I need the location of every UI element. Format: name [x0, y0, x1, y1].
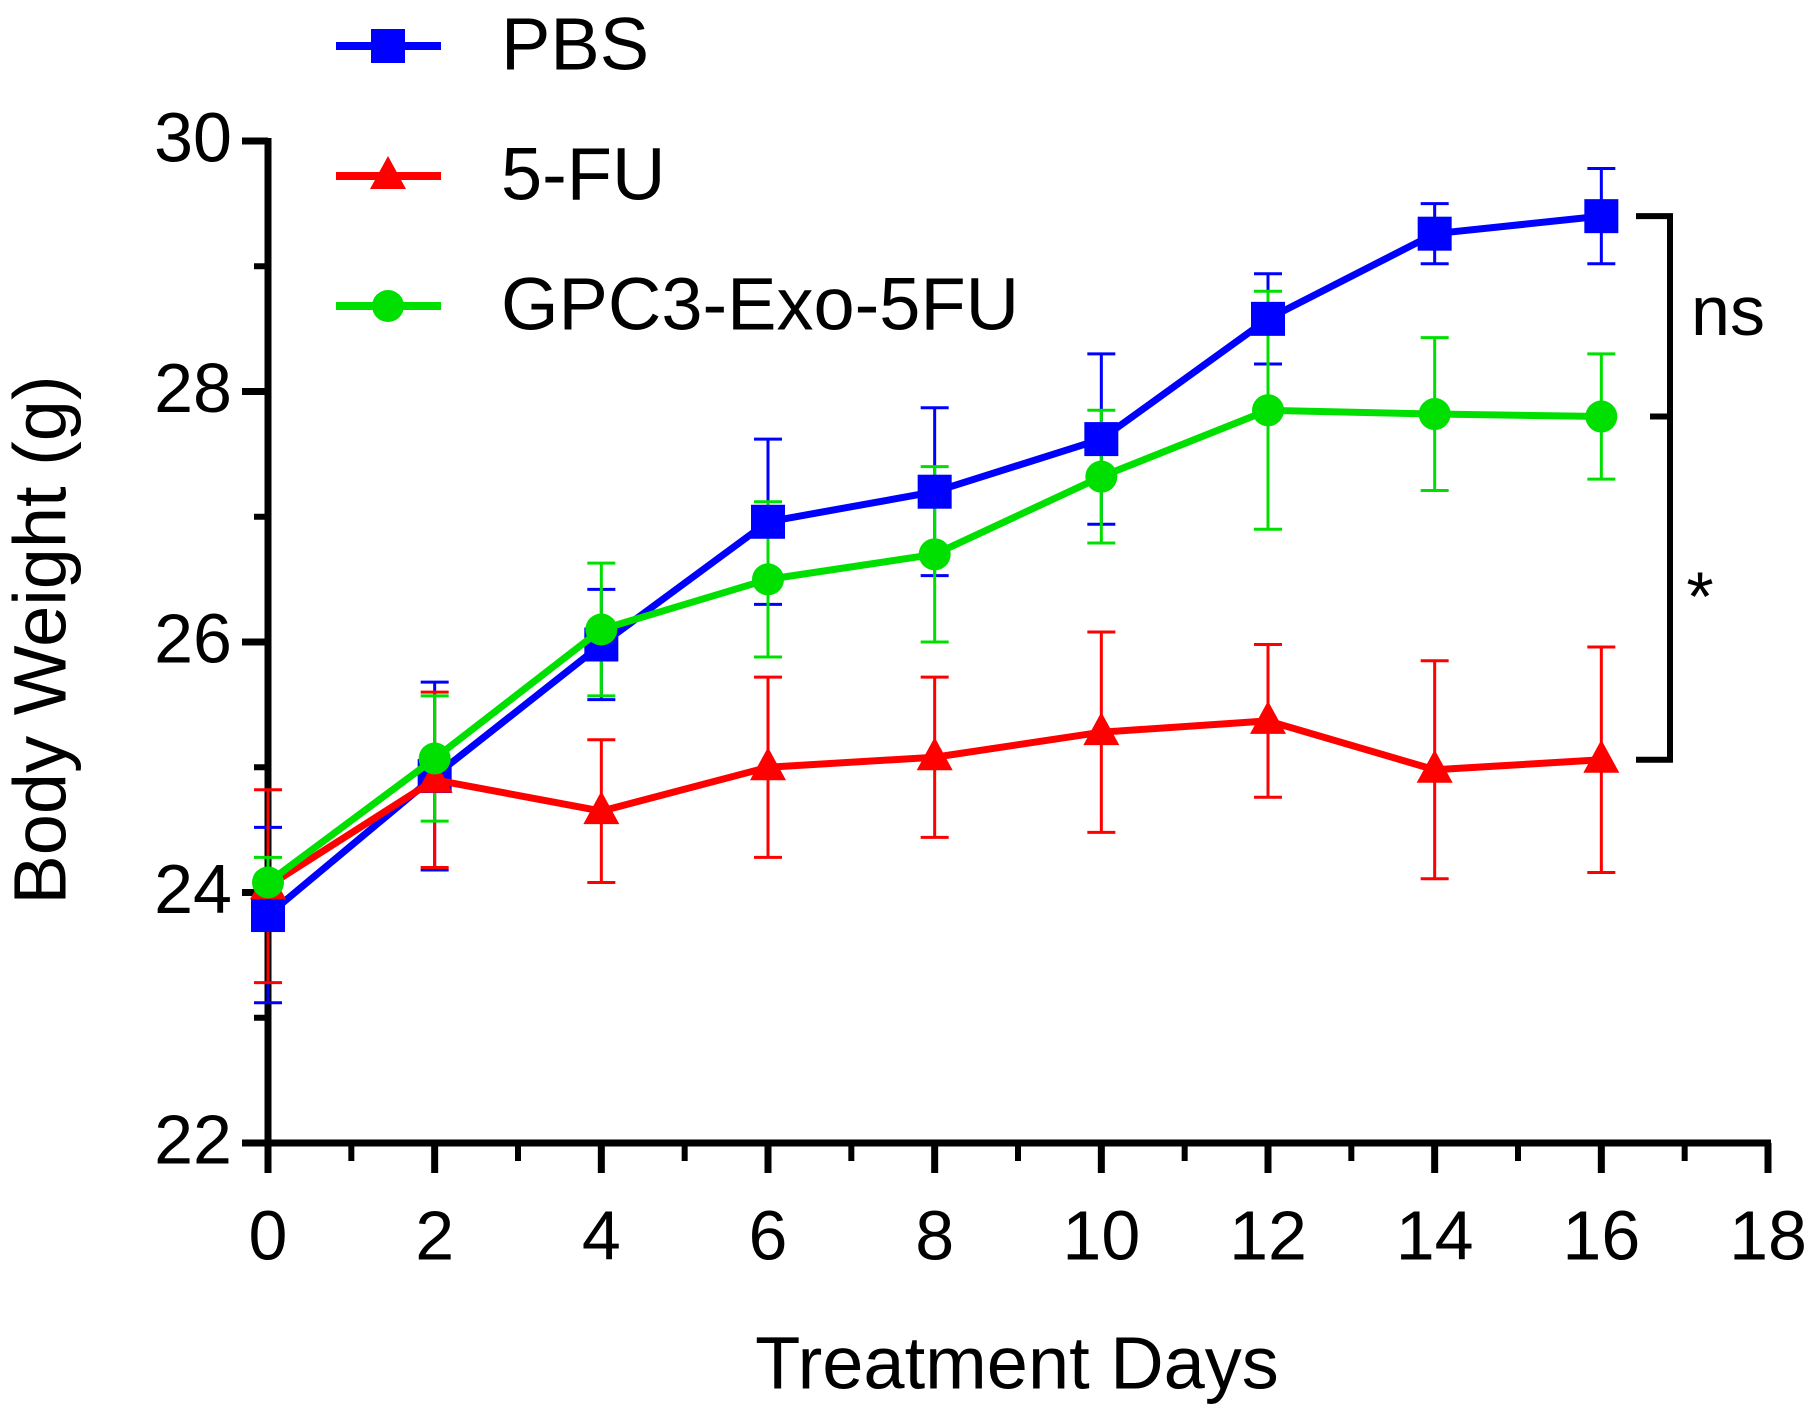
data-point — [251, 898, 285, 933]
y-tick-label: 24 — [154, 850, 232, 928]
data-point — [1416, 749, 1453, 783]
data-point — [1252, 394, 1284, 427]
data-point — [1083, 712, 1120, 746]
data-point — [583, 791, 620, 825]
x-tick-label: 18 — [1729, 1196, 1807, 1274]
data-point — [1084, 422, 1119, 457]
x-axis-label: Treatment Days — [755, 1322, 1279, 1405]
legend-marker — [370, 156, 406, 189]
annotation: ns — [1691, 272, 1765, 350]
data-point — [1250, 700, 1286, 734]
x-tick-label: 16 — [1562, 1196, 1640, 1274]
x-tick-label: 12 — [1229, 1196, 1307, 1274]
x-tick-label: 14 — [1396, 1196, 1474, 1274]
y-axis-label: Body Weight (g) — [0, 375, 82, 904]
data-point — [1584, 199, 1619, 234]
data-point — [916, 737, 953, 771]
legend-label: PBS — [501, 3, 649, 86]
legend-label: 5-FU — [501, 133, 665, 216]
x-tick-label: 6 — [749, 1196, 788, 1274]
y-tick-label: 26 — [154, 599, 232, 677]
data-point — [917, 474, 952, 509]
data-point — [918, 538, 951, 571]
data-point — [1085, 460, 1118, 493]
y-tick-label: 30 — [154, 98, 232, 176]
data-point — [252, 866, 284, 899]
legend-marker — [372, 290, 404, 322]
data-point — [416, 759, 453, 793]
significance-bracket — [1636, 213, 1673, 763]
x-tick-label: 10 — [1062, 1196, 1140, 1274]
data-point — [1585, 400, 1618, 433]
x-tick-label: 0 — [249, 1196, 288, 1274]
legend-marker — [371, 29, 405, 63]
x-tick-label: 4 — [582, 1196, 621, 1274]
data-point — [1418, 398, 1451, 431]
data-point — [1417, 216, 1452, 251]
data-point — [750, 747, 786, 781]
y-tick-label: 28 — [154, 349, 232, 427]
legend-label: GPC3-Exo-5FU — [501, 263, 1019, 346]
data-point — [751, 504, 785, 539]
data-point — [752, 563, 784, 596]
annotation: * — [1686, 558, 1713, 636]
x-tick-label: 8 — [915, 1196, 954, 1274]
y-tick-label: 22 — [154, 1100, 232, 1178]
data-point — [1251, 301, 1285, 336]
x-tick-label: 2 — [415, 1196, 454, 1274]
data-point — [418, 742, 451, 775]
data-point — [1583, 739, 1620, 773]
data-point — [585, 613, 618, 646]
